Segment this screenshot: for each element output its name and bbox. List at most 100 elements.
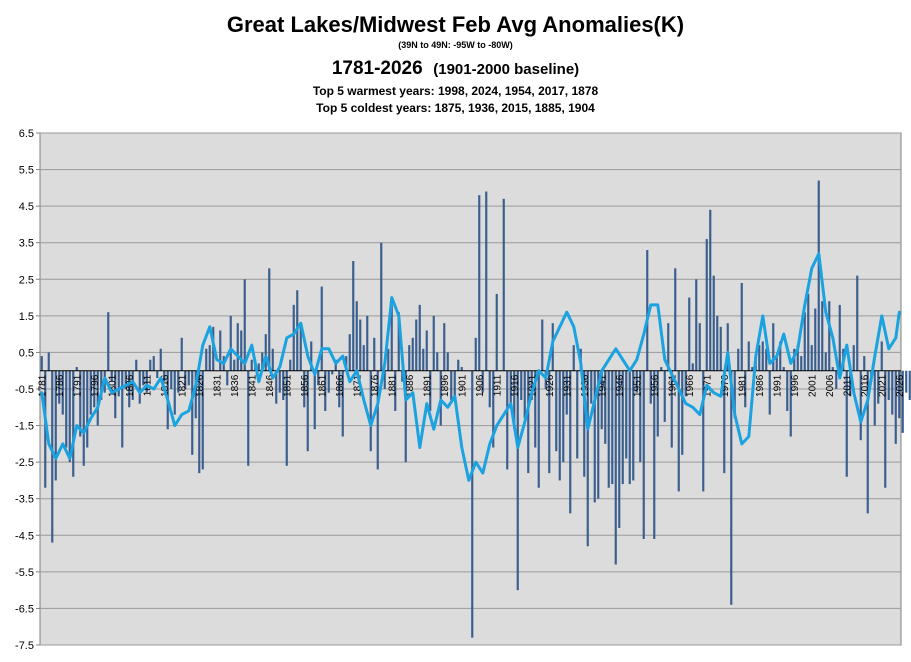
bar	[621, 370, 624, 485]
bar	[730, 370, 733, 605]
x-tick-label: 1996	[790, 374, 801, 397]
bar	[194, 370, 197, 419]
bar	[723, 370, 726, 474]
bar	[611, 370, 614, 485]
x-tick-label: 1791	[72, 374, 83, 397]
bar	[604, 370, 607, 444]
bar	[278, 370, 281, 393]
y-tick-label: 4.5	[19, 201, 34, 213]
y-tick-label: -2.5	[15, 457, 34, 469]
bar	[324, 370, 327, 411]
coldest-years: Top 5 coldest years: 1875, 1936, 2015, 1…	[316, 101, 595, 115]
bar	[331, 370, 334, 375]
bar	[117, 370, 120, 397]
bar	[51, 370, 54, 543]
bar	[450, 370, 453, 400]
bar	[597, 370, 600, 499]
chart-period: 1781-2026	[331, 58, 423, 79]
bar	[422, 348, 425, 371]
bar	[569, 370, 572, 514]
x-tick-label: 1826	[195, 374, 206, 397]
bar	[474, 337, 477, 371]
x-tick-label: 1876	[370, 374, 381, 397]
bar	[299, 323, 302, 371]
x-tick-label: 1946	[615, 374, 626, 397]
smoothed-line	[40, 252, 901, 482]
x-tick-label: 2016	[860, 374, 871, 397]
bar	[761, 341, 764, 371]
x-tick-label: 2021	[877, 374, 888, 397]
bar	[306, 370, 309, 452]
x-tick-label: 1926	[545, 374, 556, 397]
bar	[383, 370, 386, 389]
bar	[905, 370, 908, 393]
x-tick-label: 1906	[475, 374, 486, 397]
bar	[516, 370, 519, 591]
y-tick-label: -3.5	[15, 494, 34, 506]
bar	[107, 312, 110, 371]
bar	[275, 370, 278, 404]
bar	[824, 352, 827, 371]
y-tick-label: 5.5	[19, 165, 34, 177]
bar	[128, 370, 131, 408]
bar	[292, 304, 295, 371]
x-tick-label: 1901	[457, 374, 468, 397]
bar	[96, 370, 99, 426]
bar	[593, 370, 596, 503]
bar	[93, 370, 96, 408]
bar	[688, 297, 691, 371]
x-tick-label: 1871	[352, 374, 363, 397]
bar	[226, 370, 229, 386]
bar	[89, 370, 92, 415]
bar	[537, 370, 540, 488]
bar	[583, 370, 586, 477]
x-tick-label: 1896	[440, 374, 451, 397]
bar	[520, 370, 523, 400]
bar	[429, 370, 432, 411]
bar	[880, 341, 883, 371]
bar	[100, 370, 103, 400]
x-tick-label: 1986	[755, 374, 766, 397]
y-tick-label: 3.5	[19, 238, 34, 250]
bar	[247, 370, 250, 466]
bar	[121, 370, 124, 448]
x-tick-label: 1931	[562, 374, 573, 397]
bar	[376, 370, 379, 470]
bar	[576, 370, 579, 459]
bar	[789, 370, 792, 437]
bar	[110, 370, 113, 382]
bar	[44, 370, 47, 488]
x-tick-label: 1846	[265, 374, 276, 397]
bar	[814, 308, 817, 371]
bar	[744, 370, 747, 408]
bar	[530, 370, 533, 400]
bar	[415, 319, 418, 371]
bar	[747, 341, 750, 371]
bar	[114, 370, 117, 419]
bar	[786, 370, 789, 411]
bar	[40, 356, 43, 371]
x-tick-label: 1886	[405, 374, 416, 397]
bar	[607, 370, 610, 488]
bar	[264, 334, 267, 371]
bar	[47, 352, 50, 371]
bar	[362, 345, 365, 371]
bar	[184, 370, 187, 389]
bar	[800, 356, 803, 371]
bar	[873, 370, 876, 426]
bar	[705, 239, 708, 371]
bar	[523, 370, 526, 419]
x-tick-label: 1816	[160, 374, 171, 397]
bar	[261, 352, 264, 371]
bar	[513, 370, 516, 430]
bar	[327, 370, 330, 393]
bar	[233, 359, 236, 371]
bar	[555, 370, 558, 452]
x-tick-label: 1916	[510, 374, 521, 397]
chart-baseline: (1901-2000 baseline)	[433, 61, 580, 78]
bar	[656, 370, 659, 437]
bar	[684, 370, 687, 397]
bar	[201, 370, 204, 470]
y-tick-label: -0.5	[15, 384, 34, 396]
